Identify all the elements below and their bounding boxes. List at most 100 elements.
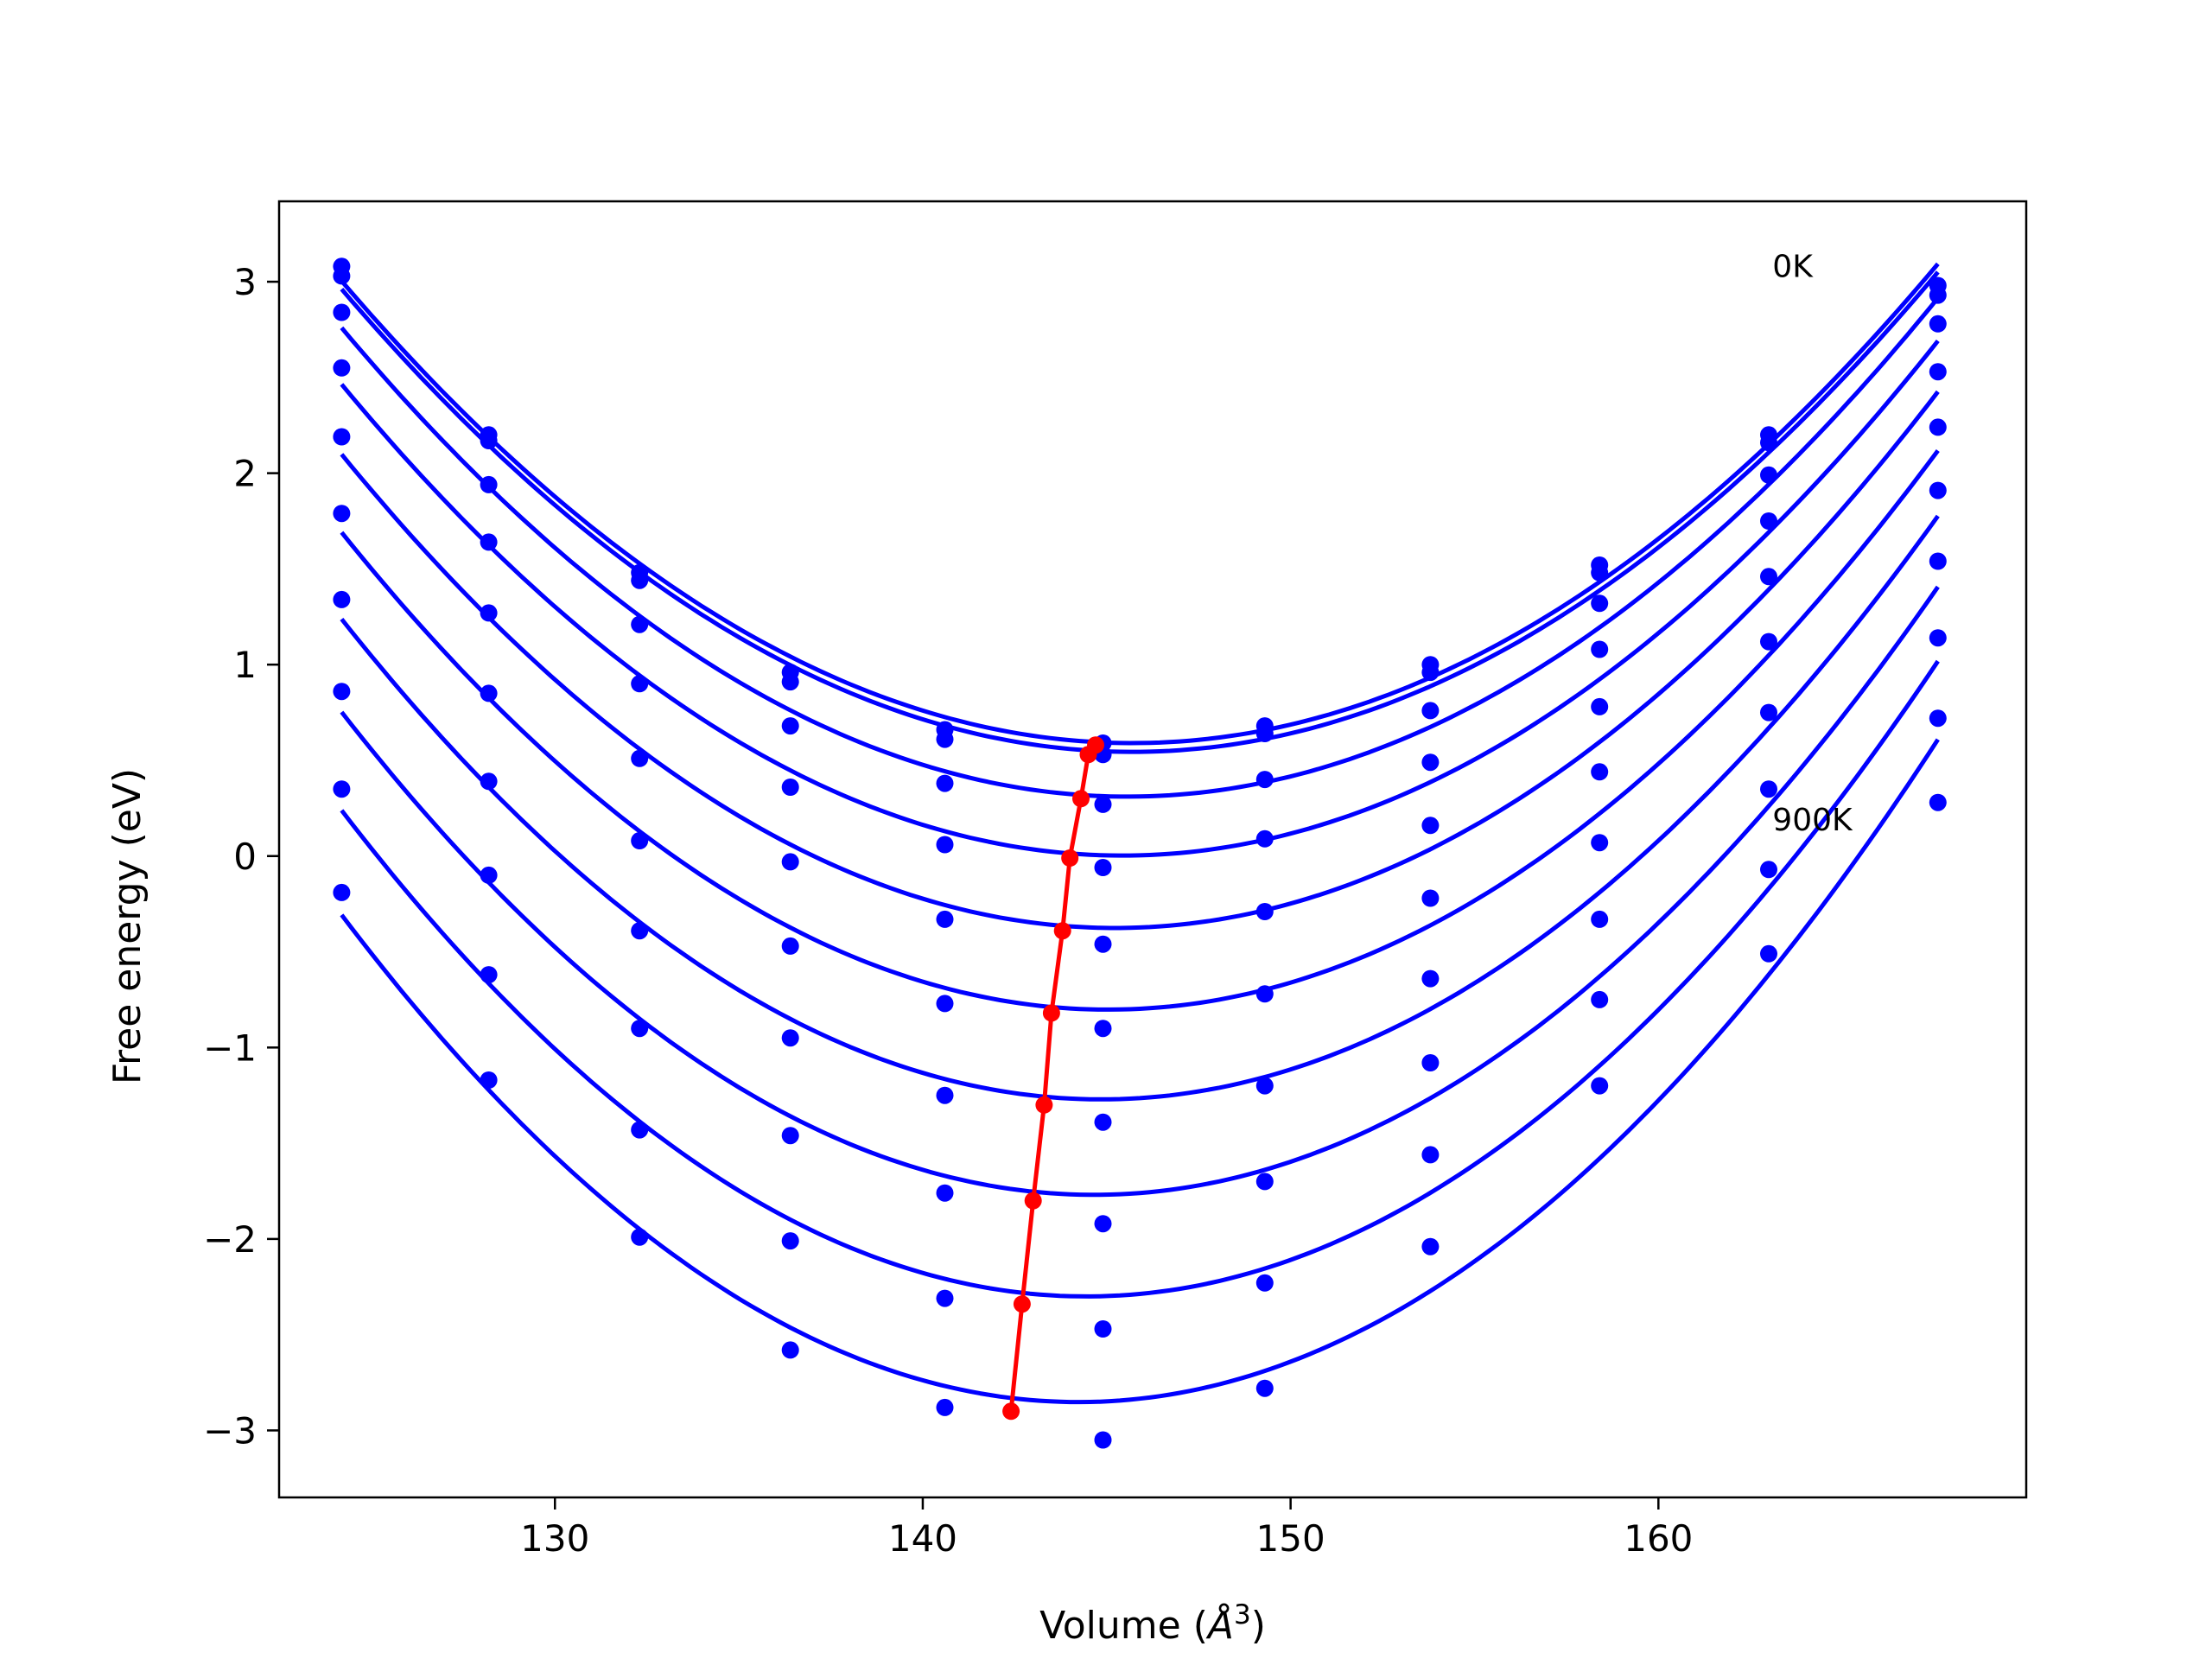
data-point-9-2 [631,1228,649,1246]
data-point-4-2 [631,749,649,767]
data-point-9-6 [1255,1379,1274,1397]
data-point-4-6 [1255,903,1274,920]
minimum-point-5 [1042,1004,1060,1022]
data-point-1-2 [631,571,649,589]
data-point-1-8 [1591,563,1609,582]
data-point-6-0 [333,590,351,608]
minimum-point-3 [1061,849,1079,867]
y-tick-label-5: 2 [233,453,257,495]
data-point-5-9 [1760,632,1777,651]
data-point-4-3 [781,853,799,871]
data-point-8-1 [480,966,498,984]
data-point-1-4 [936,730,954,748]
data-point-5-8 [1591,763,1609,781]
data-point-9-9 [1760,944,1777,963]
data-point-7-2 [631,1020,649,1038]
data-point-2-9 [1760,466,1777,484]
minima-line [1008,743,1097,1412]
data-point-7-7 [1421,1054,1440,1071]
data-point-2-7 [1421,702,1440,720]
data-point-5-6 [1255,985,1274,1003]
data-point-8-10 [1929,709,1947,728]
data-point-1-0 [333,267,351,285]
fit-curve-6 [340,514,1940,1102]
data-point-9-3 [781,1341,799,1359]
data-point-4-0 [333,428,351,446]
data-point-4-10 [1929,418,1947,436]
series-layer [333,257,1947,1449]
data-point-8-7 [1421,1146,1440,1164]
data-point-7-4 [936,1184,954,1202]
data-point-8-4 [936,1289,954,1307]
data-point-3-10 [1929,363,1947,381]
data-point-2-10 [1929,315,1947,333]
y-tick-label-4: 1 [233,644,257,686]
data-point-6-5 [1094,1113,1112,1131]
data-point-5-4 [936,995,954,1013]
fit-curve-7 [340,585,1940,1198]
data-point-8-6 [1255,1274,1274,1292]
data-point-5-7 [1421,889,1440,907]
data-point-8-8 [1591,990,1609,1008]
data-point-9-7 [1421,1237,1440,1255]
data-point-2-3 [781,717,799,735]
data-point-1-7 [1421,664,1440,682]
data-point-6-10 [1929,552,1947,570]
data-point-9-4 [936,1398,954,1416]
fit-curve-5 [340,449,1940,1012]
x-tick-label-1: 140 [888,1517,957,1560]
fit-curve-8 [340,659,1940,1299]
y-tick-label-1: −2 [203,1218,257,1261]
minimum-point-4 [1053,922,1071,940]
data-point-5-0 [333,505,351,523]
data-point-5-10 [1929,481,1947,499]
data-point-3-7 [1421,753,1440,772]
minimum-point-8 [1013,1295,1031,1313]
data-point-4-8 [1591,697,1609,715]
data-point-9-1 [480,1071,498,1089]
data-point-1-9 [1760,434,1777,452]
minimum-point-1 [1079,746,1097,764]
data-point-7-8 [1591,910,1609,928]
data-point-7-1 [480,866,498,884]
data-point-1-1 [480,432,498,449]
data-point-2-2 [631,615,649,633]
data-point-4-1 [480,604,498,622]
x-tick-label-0: 130 [520,1517,589,1560]
data-point-1-6 [1255,725,1274,742]
data-point-6-3 [781,1029,799,1047]
fit-curve-3 [340,339,1940,858]
data-point-8-2 [631,1121,649,1139]
data-point-2-1 [480,475,498,493]
data-point-3-2 [631,675,649,693]
data-point-6-9 [1760,703,1777,721]
data-point-8-0 [333,780,351,798]
fit-curve-9 [340,738,1940,1405]
data-point-6-4 [936,1086,954,1104]
y-axis-label: Free energy (eV) [105,768,149,1084]
data-point-4-9 [1760,568,1777,586]
data-point-2-6 [1255,771,1274,789]
data-point-2-0 [333,303,351,321]
minima-layer [1002,736,1104,1421]
data-point-2-8 [1591,594,1609,613]
y-tick-label-3: 0 [233,836,257,878]
data-point-8-9 [1760,861,1777,879]
data-point-5-5 [1094,1020,1112,1038]
data-point-7-9 [1760,780,1777,798]
data-point-4-7 [1421,817,1440,835]
data-point-1-10 [1929,286,1947,304]
fit-curve-4 [340,390,1940,931]
data-point-9-5 [1094,1431,1112,1449]
minimum-point-6 [1035,1096,1053,1114]
data-point-7-3 [781,1127,799,1145]
data-point-3-6 [1255,830,1274,848]
x-tick-label-3: 160 [1624,1517,1693,1560]
data-point-3-0 [333,359,351,377]
y-tick-label-2: −1 [203,1027,257,1069]
data-point-6-7 [1421,969,1440,988]
data-point-6-8 [1591,834,1609,852]
minimum-point-2 [1072,790,1090,808]
data-point-6-2 [631,922,649,940]
